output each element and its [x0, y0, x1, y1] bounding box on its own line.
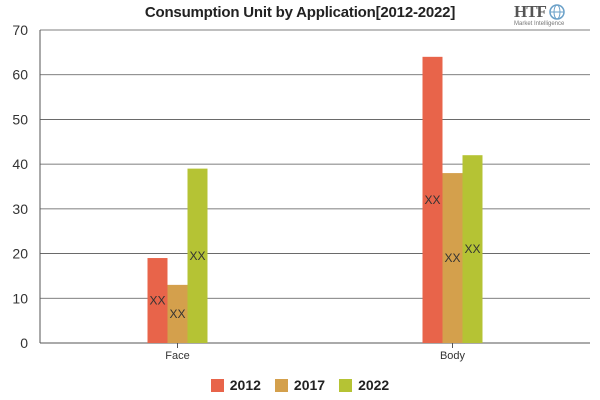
- data-label: XX: [149, 294, 165, 308]
- data-label: XX: [424, 193, 440, 207]
- legend-swatch: [339, 378, 353, 392]
- legend-item-2022[interactable]: 2022: [339, 377, 389, 393]
- y-tick-label: 10: [12, 290, 28, 306]
- bar-2022-face: [187, 168, 208, 343]
- x-tick-label: Face: [165, 350, 189, 362]
- bar-2017-face: [167, 284, 188, 343]
- y-tick-label: 30: [12, 201, 28, 217]
- legend-swatch: [210, 378, 224, 392]
- data-label: XX: [444, 251, 460, 265]
- y-tick-label: 70: [12, 22, 28, 38]
- bar-2022-body: [462, 155, 483, 343]
- bar-2012-body: [422, 56, 443, 343]
- y-tick-label: 0: [20, 335, 28, 351]
- legend-label: 2017: [293, 377, 326, 393]
- logo-subtext: Market Intelligence: [514, 21, 565, 27]
- y-tick-label: 20: [12, 246, 28, 262]
- chart-title: Consumption Unit by Application[2012-202…: [144, 4, 456, 21]
- y-tick-label: 60: [12, 67, 28, 83]
- bar-2017-body: [442, 173, 463, 343]
- legend-swatch: [274, 378, 288, 392]
- globe-icon: [549, 4, 565, 20]
- legend-item-2017[interactable]: 2017: [274, 377, 326, 393]
- logo-text: HTF: [514, 2, 547, 21]
- bar-2012-face: [147, 258, 168, 343]
- data-label: XX: [169, 307, 185, 321]
- y-tick-label: 40: [12, 156, 28, 172]
- legend-item-2012[interactable]: 2012: [210, 377, 261, 393]
- legend-label: 2022: [358, 377, 390, 393]
- legend: 2012 2017 2022: [0, 377, 600, 393]
- legend-label: 2012: [229, 377, 261, 393]
- htf-logo: HTF Market Intelligence: [514, 2, 578, 32]
- data-label: XX: [189, 249, 205, 263]
- y-tick-label: 50: [12, 111, 28, 127]
- x-tick-label: Body: [440, 350, 466, 362]
- data-label: XX: [464, 242, 480, 256]
